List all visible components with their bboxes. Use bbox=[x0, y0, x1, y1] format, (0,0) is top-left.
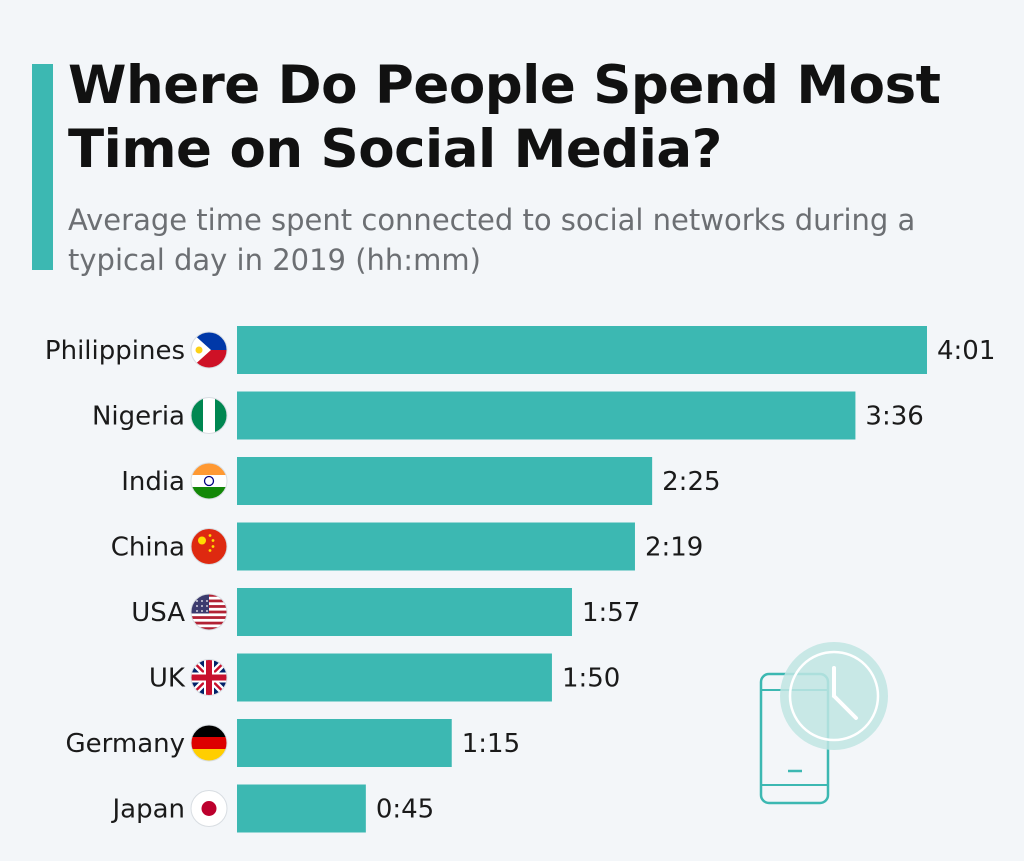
bar bbox=[237, 784, 366, 833]
bar-row: Philippines 4:01 bbox=[45, 326, 995, 374]
philippines-flag-icon bbox=[190, 331, 228, 369]
bar bbox=[237, 457, 653, 505]
nigeria-flag-icon bbox=[190, 397, 228, 434]
category-label: Philippines bbox=[45, 336, 185, 366]
value-label: 1:57 bbox=[582, 598, 640, 628]
bar bbox=[237, 522, 635, 571]
china-flag-icon bbox=[190, 528, 228, 565]
category-label: India bbox=[121, 467, 185, 497]
category-label: UK bbox=[149, 664, 186, 694]
chart-title: Where Do People Spend Most Time on Socia… bbox=[68, 55, 941, 180]
category-label: Nigeria bbox=[92, 402, 185, 432]
bar bbox=[237, 391, 856, 440]
category-label: Japan bbox=[110, 795, 185, 825]
value-label: 1:50 bbox=[562, 664, 620, 694]
germany-flag-icon bbox=[190, 724, 228, 762]
bar bbox=[237, 719, 452, 767]
bar-row: Japan 0:45 bbox=[110, 784, 434, 833]
bar-row: India 2:25 bbox=[121, 457, 721, 505]
value-label: 2:25 bbox=[662, 467, 720, 497]
bar-row: USA 1:57 bbox=[131, 588, 640, 636]
value-label: 2:19 bbox=[645, 533, 703, 563]
value-label: 3:36 bbox=[865, 402, 923, 432]
uk-flag-icon bbox=[190, 659, 228, 696]
bar bbox=[237, 653, 552, 702]
usa-flag-icon bbox=[190, 593, 228, 631]
bar-row: UK 1:50 bbox=[149, 653, 620, 702]
bar bbox=[237, 326, 927, 374]
category-label: China bbox=[111, 533, 185, 563]
category-label: USA bbox=[131, 598, 185, 628]
bar-row: China 2:19 bbox=[111, 522, 703, 571]
bar-row: Germany 1:15 bbox=[65, 719, 520, 767]
value-label: 0:45 bbox=[376, 795, 434, 825]
bar-row: Nigeria 3:36 bbox=[92, 391, 924, 440]
value-label: 1:15 bbox=[462, 729, 520, 759]
value-label: 4:01 bbox=[937, 336, 995, 366]
category-label: Germany bbox=[65, 729, 185, 759]
chart-subtitle: Average time spent connected to social n… bbox=[68, 203, 916, 277]
japan-flag-icon bbox=[190, 790, 228, 827]
bar-chart: Philippines 4:01 Nigeria 3:36 India 2:25 China… bbox=[45, 326, 995, 833]
accent-bar bbox=[32, 64, 53, 270]
bar bbox=[237, 588, 572, 636]
phone-clock-icon bbox=[759, 642, 888, 805]
india-flag-icon bbox=[190, 462, 228, 500]
